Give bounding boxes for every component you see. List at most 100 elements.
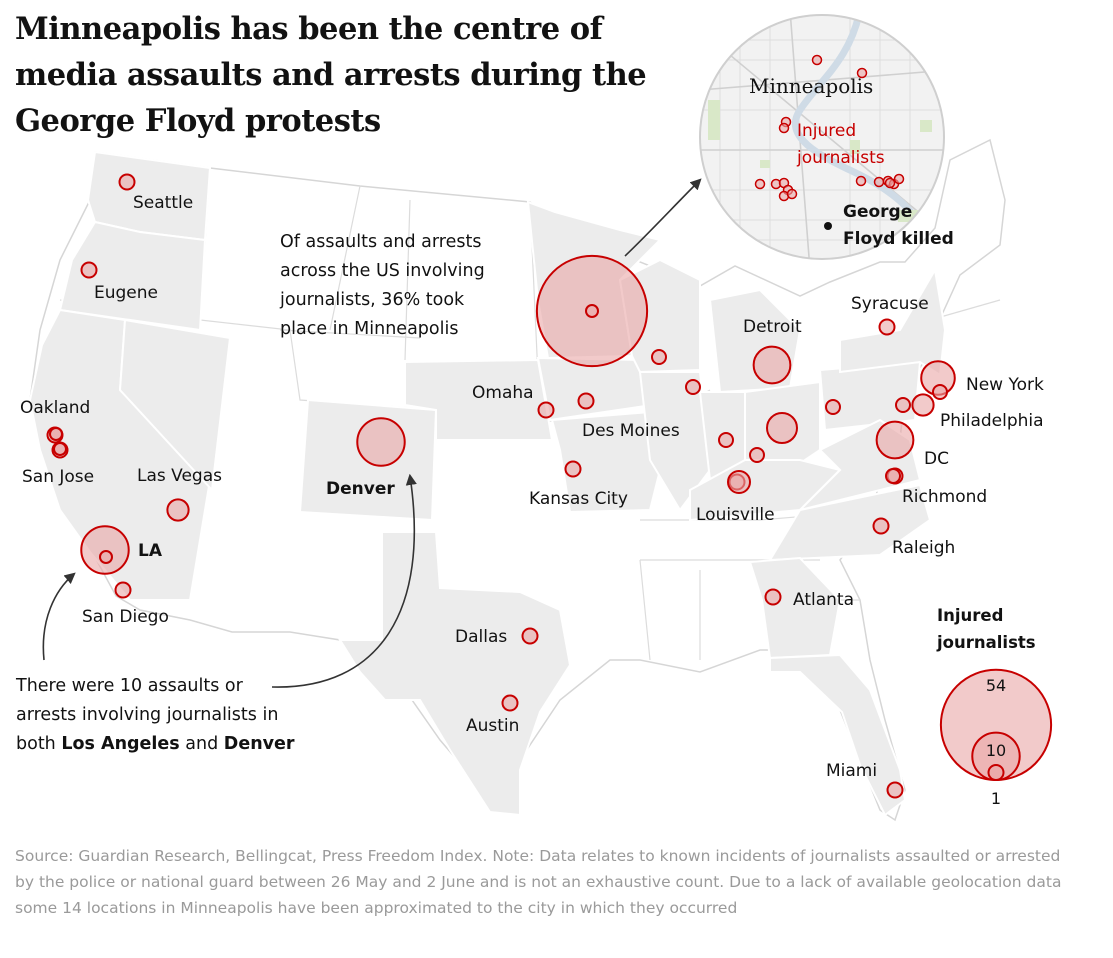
inset-bubble [873, 176, 885, 188]
label-dc: DC [924, 449, 949, 469]
label-eugene: Eugene [94, 283, 158, 303]
bubble-extra [727, 470, 751, 494]
inset-bubble [855, 175, 867, 187]
bubble-atlanta [764, 588, 782, 606]
annotation-los-angeles: Los Angeles [61, 734, 179, 754]
annotation-arrows [42, 178, 702, 688]
state-north-carolina [768, 483, 932, 562]
label-richmond: Richmond [902, 487, 987, 507]
state-nevada [118, 318, 232, 493]
inset-injured-label-line2: journalists [796, 148, 885, 168]
bubble-extra [895, 397, 911, 413]
bubble-des-moines [577, 392, 595, 410]
label-new-york: New York [966, 375, 1044, 395]
state-nebraska [404, 358, 554, 441]
annotation-minneapolis-line2: across the US involving [280, 261, 485, 281]
bubble-extra [825, 399, 841, 415]
bubble-syracuse [878, 318, 896, 336]
bubble-extra [53, 442, 67, 456]
bubble-extra [932, 384, 948, 400]
inset-bubble [884, 177, 896, 189]
annotation-and: and [185, 734, 224, 754]
bubble-austin [501, 694, 519, 712]
inset-floyd-label-line1: George [843, 202, 912, 222]
bubble-extra [749, 447, 765, 463]
annotation-la-denver: There were 10 assaults or arrests involv… [15, 676, 295, 754]
bubble-seattle [118, 173, 136, 191]
bubble-denver [356, 417, 406, 467]
label-denver: Denver [326, 479, 395, 499]
inset-bubble [754, 178, 766, 190]
inset-bubble [811, 54, 823, 66]
label-louisville: Louisville [696, 505, 775, 525]
city-bubbles [46, 173, 956, 799]
inset-bubble [778, 122, 790, 134]
arrow-to-la [42, 572, 76, 661]
legend-title-line1: Injured [937, 606, 1003, 625]
annotation-la-denver-line2: arrests involving journalists in [16, 705, 278, 725]
label-des-moines: Des Moines [582, 421, 680, 441]
label-dallas: Dallas [455, 627, 507, 647]
label-omaha: Omaha [472, 383, 534, 403]
george-floyd-marker [824, 222, 832, 230]
annotation-la-denver-line1: There were 10 assaults or [15, 676, 244, 696]
bubble-eugene [80, 261, 98, 279]
legend-title-line2: journalists [936, 633, 1036, 652]
arrow-to-denver [271, 473, 417, 688]
bubble-extra [685, 379, 701, 395]
bubble-philadelphia [911, 393, 935, 417]
label-san-jose: San Jose [22, 467, 94, 487]
bubble-las-vegas [166, 498, 190, 522]
annotation-denver: Denver [224, 734, 295, 754]
source-note: Source: Guardian Research, Bellingcat, P… [15, 847, 1062, 917]
bubble-extra [718, 432, 734, 448]
legend-label-1: 1 [991, 789, 1001, 808]
annotation-la-denver-line3: both Los Angeles and Denver [16, 734, 295, 754]
legend-label-10: 10 [986, 741, 1006, 760]
inset-map: Minneapolis Injured journalists George F… [699, 14, 954, 260]
legend-label-54: 54 [986, 676, 1006, 695]
bubble-la [80, 525, 130, 575]
bubble-miami [886, 781, 904, 799]
bubble-detroit [752, 345, 792, 385]
label-oakland: Oakland [20, 398, 90, 418]
label-las-vegas: Las Vegas [137, 466, 222, 486]
size-legend: Injured journalists 54 10 1 [936, 606, 1053, 808]
bubble-extra [49, 427, 63, 441]
state-pennsylvania [818, 360, 922, 432]
inset-bubble [786, 188, 798, 200]
annotation-minneapolis-line4: place in Minneapolis [280, 319, 458, 339]
bubble-kansas-city [564, 460, 582, 478]
inset-floyd-label-line2: Floyd killed [843, 229, 954, 249]
annotation-minneapolis-line3: journalists, 36% took [279, 290, 465, 310]
bubble-extra [766, 412, 798, 444]
label-detroit: Detroit [743, 317, 802, 337]
bubble-extra [651, 349, 667, 365]
inset-city-label: Minneapolis [749, 74, 873, 98]
label-austin: Austin [466, 716, 519, 736]
state-florida [769, 653, 907, 817]
bubble-extra [585, 304, 599, 318]
annotation-minneapolis-line1: Of assaults and arrests [280, 232, 481, 252]
city-labels: Seattle Eugene Oakland San Jose Las Vega… [20, 193, 1044, 781]
inset-bubble [893, 173, 905, 185]
annotation-minneapolis: Of assaults and arrests across the US in… [279, 232, 485, 339]
label-kansas-city: Kansas City [529, 489, 628, 509]
legend-circle-1 [987, 764, 1005, 781]
state-oregon [58, 220, 207, 332]
inset-injured-label-line1: Injured [797, 121, 856, 141]
label-philadelphia: Philadelphia [940, 411, 1044, 431]
inset-bubbles [754, 54, 905, 202]
bubble-extra [885, 468, 901, 484]
label-miami: Miami [826, 761, 877, 781]
inset-bubble [856, 67, 868, 79]
chart-title: Minneapolis has been the centre of media… [15, 11, 647, 139]
arrow-to-inset [624, 178, 702, 257]
state-texas [338, 531, 572, 817]
label-san-diego: San Diego [82, 607, 169, 627]
state-new-york [839, 267, 947, 377]
label-syracuse: Syracuse [851, 294, 929, 314]
bubble-dallas [521, 627, 539, 645]
bubble-raleigh [872, 517, 890, 535]
annotation-both: both [16, 734, 61, 754]
